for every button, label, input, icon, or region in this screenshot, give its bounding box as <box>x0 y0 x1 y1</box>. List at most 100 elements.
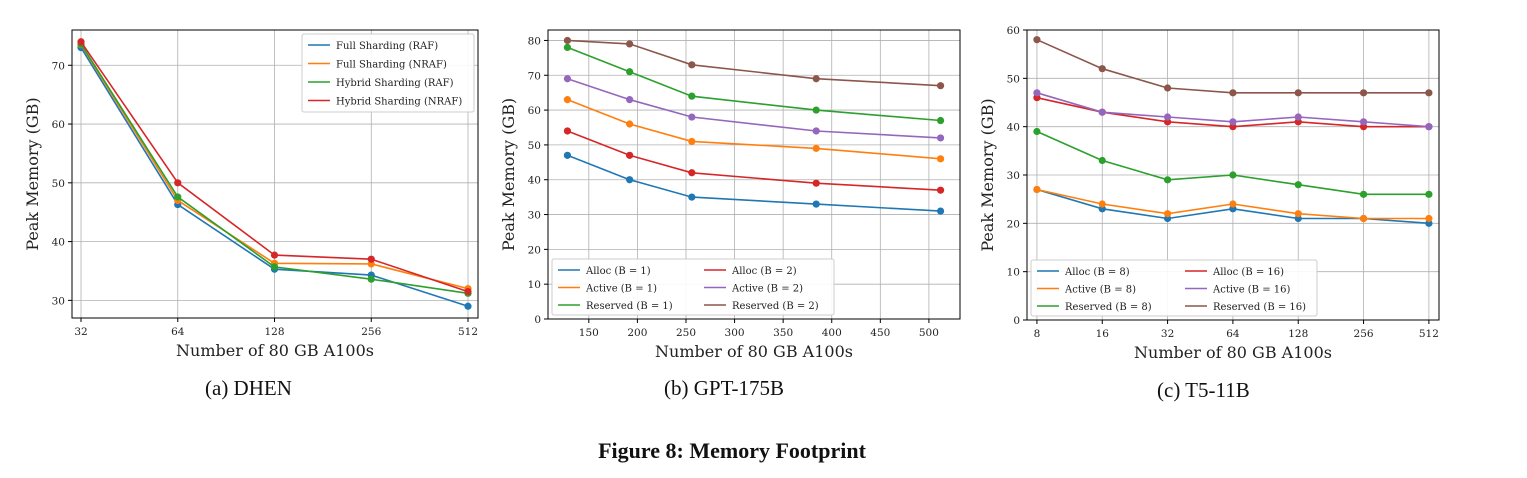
data-point <box>936 155 945 163</box>
y-tick-label: 20 <box>528 244 541 256</box>
data-point <box>1033 89 1041 97</box>
series-line-6 <box>567 39 941 87</box>
y-axis-label: Peak Memory (GB) <box>499 98 518 251</box>
y-tick-label: 30 <box>1007 170 1020 182</box>
y-tick-label: 30 <box>528 210 541 222</box>
data-point <box>1163 84 1172 92</box>
y-tick-label: 0 <box>534 314 541 326</box>
data-point <box>626 176 634 184</box>
y-tick-label: 60 <box>528 105 541 117</box>
data-point <box>367 275 375 283</box>
x-axis-label: Number of 80 GB A100s <box>655 342 853 361</box>
x-tick-label: 64 <box>1226 328 1240 340</box>
data-point <box>812 179 820 187</box>
legend-entry-label: Alloc (B = 2) <box>731 266 797 277</box>
y-tick-label: 70 <box>528 70 541 82</box>
data-point <box>812 106 820 114</box>
data-point <box>1163 210 1172 218</box>
data-point <box>688 61 696 69</box>
data-point <box>688 113 696 121</box>
legend-entry-label: Alloc (B = 1) <box>585 266 651 277</box>
data-point <box>1098 156 1106 165</box>
y-tick-label: 70 <box>52 60 65 72</box>
y-tick-label: 10 <box>528 279 541 291</box>
data-point <box>1163 113 1172 121</box>
data-point <box>936 207 945 215</box>
series-line-1 <box>567 154 941 212</box>
data-point <box>1294 113 1302 121</box>
y-tick-label: 60 <box>1007 25 1020 37</box>
data-point <box>1229 89 1237 97</box>
data-point <box>626 120 634 128</box>
legend: Alloc (B = 8) Active (B = 8) Reserved (B =… <box>1030 259 1318 317</box>
legend-box <box>551 258 835 316</box>
data-point <box>1359 118 1368 126</box>
y-tick-label: 30 <box>52 295 65 307</box>
data-point <box>1033 185 1041 194</box>
data-point <box>1359 214 1368 223</box>
data-point <box>626 40 634 48</box>
data-point <box>812 200 820 208</box>
legend-entry-label: Active (B = 16) <box>1212 284 1290 295</box>
data-point <box>1163 176 1172 184</box>
data-point <box>563 96 572 104</box>
y-tick-label: 20 <box>1007 218 1020 230</box>
data-point <box>563 75 572 83</box>
x-tick-label: 250 <box>676 327 696 339</box>
legend-box <box>301 33 475 113</box>
legend-box <box>1030 259 1318 317</box>
legend-entry-label: Full Sharding (RAF) <box>336 41 438 52</box>
data-point <box>1098 200 1106 208</box>
y-tick-label: 10 <box>1007 267 1020 279</box>
y-tick-label: 80 <box>528 35 541 47</box>
x-axis-label: Number of 80 GB A100s <box>176 341 374 360</box>
data-point <box>1359 190 1368 198</box>
y-axis-label: Peak Memory (GB) <box>978 98 997 251</box>
caption-dhen: (a) DHEN <box>205 376 292 400</box>
data-point <box>1425 214 1433 223</box>
data-point <box>812 75 820 83</box>
legend-entry-label: Alloc (B = 8) <box>1064 267 1130 278</box>
x-tick-label: 32 <box>74 326 87 338</box>
legend-entry-label: Alloc (B = 16) <box>1212 267 1284 278</box>
data-point <box>367 255 375 263</box>
legend-entry-label: Reserved (B = 1) <box>586 301 673 312</box>
data-point <box>936 186 945 194</box>
legend-entry-label: Reserved (B = 8) <box>1065 302 1152 313</box>
data-point <box>688 169 696 177</box>
x-tick-label: 128 <box>1288 328 1308 340</box>
caption-gpt-175b: (b) GPT-175B <box>664 376 784 400</box>
x-tick-label: 64 <box>171 326 185 338</box>
data-point <box>812 144 820 152</box>
data-point <box>626 96 634 104</box>
series-line-4 <box>567 130 941 191</box>
series-line-5 <box>567 77 941 139</box>
y-tick-label: 40 <box>1007 122 1020 134</box>
legend-entry-label: Hybrid Sharding (RAF) <box>336 78 454 89</box>
data-point <box>563 43 572 52</box>
data-point <box>464 302 472 310</box>
legend-entry-label: Full Sharding (NRAF) <box>336 59 447 70</box>
x-tick-label: 256 <box>361 326 381 338</box>
data-point <box>1033 36 1041 44</box>
y-tick-label: 50 <box>528 140 541 152</box>
x-tick-label: 256 <box>1354 328 1374 340</box>
data-point <box>1359 89 1368 97</box>
data-point <box>936 134 945 142</box>
data-point <box>1425 89 1433 97</box>
legend-entry-label: Reserved (B = 16) <box>1213 302 1306 313</box>
caption-t5-11b: (c) T5-11B <box>1157 378 1250 402</box>
x-axis-label: Number of 80 GB A100s <box>1134 343 1332 362</box>
x-tick-label: 8 <box>1034 328 1041 340</box>
legend-entry-label: Active (B = 1) <box>585 283 657 294</box>
y-tick-label: 50 <box>52 178 65 190</box>
y-tick-label: 0 <box>1013 315 1020 327</box>
x-tick-label: 512 <box>1419 328 1439 340</box>
data-point <box>688 193 696 201</box>
series-line-2 <box>567 98 941 160</box>
x-tick-label: 300 <box>725 327 745 339</box>
data-point <box>812 127 820 135</box>
x-tick-label: 128 <box>264 326 284 338</box>
x-tick-label: 150 <box>579 327 599 339</box>
